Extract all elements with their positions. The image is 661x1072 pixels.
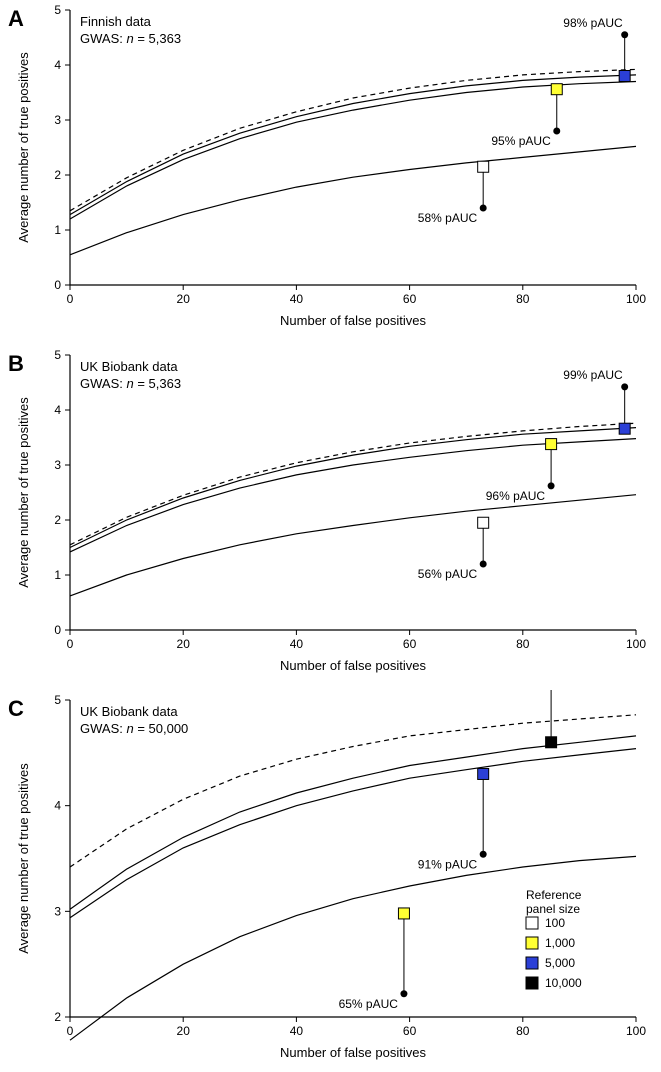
legend-swatch xyxy=(526,957,538,969)
svg-text:3: 3 xyxy=(54,904,61,918)
legend-title: Referencepanel size xyxy=(526,888,582,916)
panel-a: AFinnish dataGWAS: n = 5,363020406080100… xyxy=(0,0,661,340)
svg-text:20: 20 xyxy=(177,292,191,306)
svg-text:60: 60 xyxy=(403,292,417,306)
panel-title-line1: UK Biobank data xyxy=(80,359,181,376)
x-axis-label: Number of false positives xyxy=(280,658,426,673)
curve-line xyxy=(70,75,636,215)
svg-text:0: 0 xyxy=(67,1024,74,1038)
svg-text:0: 0 xyxy=(67,292,74,306)
svg-text:60: 60 xyxy=(403,637,417,651)
legend-label: 10,000 xyxy=(545,976,582,990)
panel-c: CUK Biobank dataGWAS: n = 50,00002040608… xyxy=(0,690,661,1072)
marker-label: 91% pAUC xyxy=(418,857,478,871)
chart-svg: 020406080100234597% pAUC91% pAUC65% pAUC… xyxy=(0,690,661,1072)
svg-text:2: 2 xyxy=(54,168,61,182)
legend-swatch xyxy=(526,917,538,929)
curve-line xyxy=(70,146,636,254)
data-marker xyxy=(619,71,630,82)
panel-title-line2: GWAS: n = 5,363 xyxy=(80,376,181,393)
panel-title: UK Biobank dataGWAS: n = 5,363 xyxy=(80,359,181,393)
svg-text:0: 0 xyxy=(54,278,61,292)
chart-svg: 0 20 40 60 80 100 0 1 2 3 4 5 98% pAUC 95% pAUC 58% pA… xyxy=(0,0,661,340)
data-marker xyxy=(398,908,409,919)
data-marker xyxy=(478,517,489,528)
legend-label: 1,000 xyxy=(545,936,575,950)
panel-label: B xyxy=(8,351,24,377)
svg-text:5: 5 xyxy=(54,348,61,362)
legend-swatch xyxy=(526,937,538,949)
panel-label: C xyxy=(8,696,24,722)
data-marker xyxy=(551,84,562,95)
svg-text:100: 100 xyxy=(626,1024,646,1038)
svg-text:4: 4 xyxy=(54,799,61,813)
data-marker xyxy=(478,768,489,779)
y-axis-label: Average number of true positives xyxy=(16,763,31,954)
panel-title: UK Biobank dataGWAS: n = 50,000 xyxy=(80,704,188,738)
legend-swatch xyxy=(526,977,538,989)
svg-text:100: 100 xyxy=(626,292,646,306)
svg-text:4: 4 xyxy=(54,58,61,72)
svg-text:60: 60 xyxy=(403,1024,417,1038)
marker-label: 95% pAUC xyxy=(491,134,551,148)
svg-text:20: 20 xyxy=(177,1024,191,1038)
svg-text:5: 5 xyxy=(54,693,61,707)
legend-label: 5,000 xyxy=(545,956,575,970)
curve-line xyxy=(70,736,636,909)
svg-text:2: 2 xyxy=(54,1010,61,1024)
legend-label: 100 xyxy=(545,916,565,930)
panel-title-line1: Finnish data xyxy=(80,14,181,31)
svg-text:3: 3 xyxy=(54,113,61,127)
data-marker xyxy=(546,737,557,748)
marker-label: 96% pAUC xyxy=(486,489,546,503)
data-marker xyxy=(478,161,489,172)
svg-text:40: 40 xyxy=(290,1024,304,1038)
data-marker xyxy=(619,423,630,434)
curve-line xyxy=(70,495,636,596)
curve-line xyxy=(70,82,636,220)
panel-label: A xyxy=(8,6,24,32)
figure-container: AFinnish dataGWAS: n = 5,363020406080100… xyxy=(0,0,661,1072)
panel-title: Finnish dataGWAS: n = 5,363 xyxy=(80,14,181,48)
marker-label: 98% pAUC xyxy=(563,16,623,30)
x-axis-label: Number of false positives xyxy=(280,1045,426,1060)
svg-text:40: 40 xyxy=(290,637,304,651)
panel-title-line2: GWAS: n = 5,363 xyxy=(80,31,181,48)
marker-label: 58% pAUC xyxy=(418,211,478,225)
svg-text:1: 1 xyxy=(54,223,61,237)
svg-text:2: 2 xyxy=(54,513,61,527)
svg-text:20: 20 xyxy=(177,637,191,651)
x-axis-label: Number of false positives xyxy=(280,313,426,328)
y-axis-label: Average number of true positives xyxy=(16,52,31,243)
svg-text:80: 80 xyxy=(516,637,530,651)
marker-label: 56% pAUC xyxy=(418,567,478,581)
svg-text:1: 1 xyxy=(54,568,61,582)
y-axis-label: Average number of true positives xyxy=(16,397,31,588)
svg-text:0: 0 xyxy=(54,623,61,637)
chart-svg: 0 20 40 60 80 100 0 1 2 3 4 5 99% pAUC 96% pAUC 56% pA… xyxy=(0,345,661,685)
marker-label: 65% pAUC xyxy=(339,997,399,1011)
panel-title-line2: GWAS: n = 50,000 xyxy=(80,721,188,738)
svg-text:80: 80 xyxy=(516,292,530,306)
svg-text:0: 0 xyxy=(67,637,74,651)
panel-b: BUK Biobank dataGWAS: n = 5,363020406080… xyxy=(0,345,661,685)
svg-text:40: 40 xyxy=(290,292,304,306)
svg-text:80: 80 xyxy=(516,1024,530,1038)
svg-text:3: 3 xyxy=(54,458,61,472)
svg-text:4: 4 xyxy=(54,403,61,417)
svg-text:100: 100 xyxy=(626,637,646,651)
svg-text:5: 5 xyxy=(54,3,61,17)
data-marker xyxy=(546,439,557,450)
marker-label: 99% pAUC xyxy=(563,368,623,382)
panel-title-line1: UK Biobank data xyxy=(80,704,188,721)
